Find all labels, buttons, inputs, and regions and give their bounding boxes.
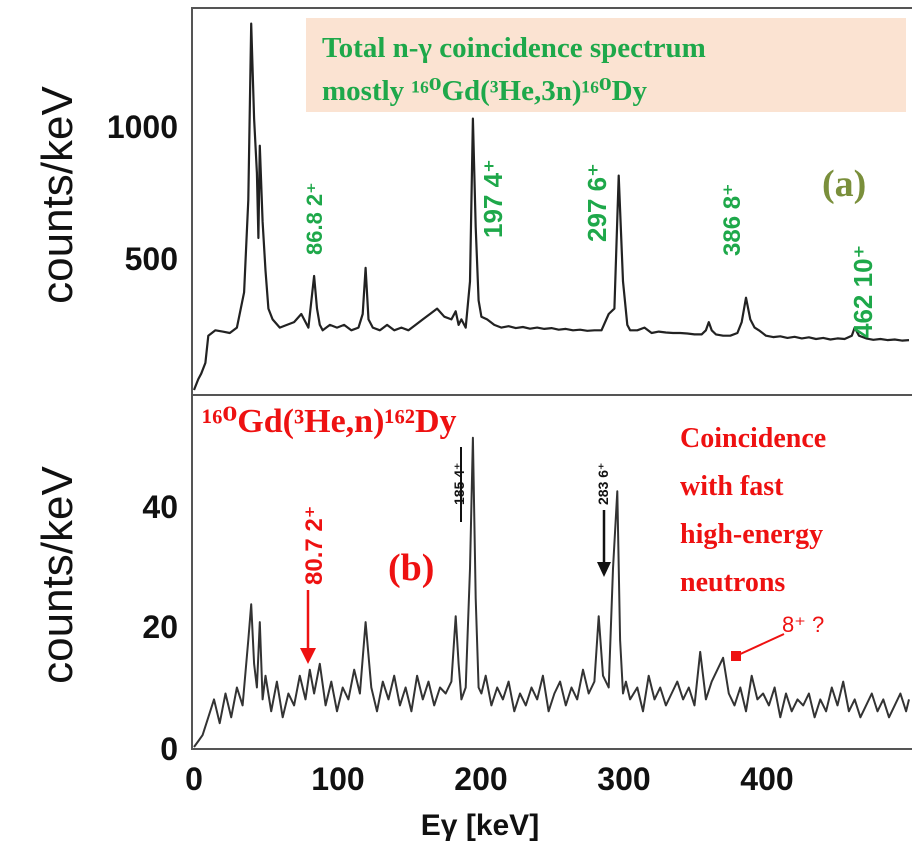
- panel-b-annotation-line-1: Coincidence: [680, 423, 826, 454]
- panel-b-annotation-line-3: high-energy: [680, 519, 823, 550]
- panel-b-y-tick-40: 40: [142, 489, 178, 525]
- panel-a-ylabel: counts/keV: [33, 86, 82, 304]
- peak-label-386: 386 8⁺: [719, 183, 746, 256]
- panel-b-spectrum-trace: [193, 436, 910, 748]
- panel-b-frame: [191, 394, 912, 750]
- panel-b-reaction-label: ¹⁶⁰Gd(³He,n)¹⁶²Dy: [202, 403, 457, 440]
- panel-a-label: (a): [822, 163, 866, 205]
- peak-8-plus-pointer-marker: [731, 651, 741, 661]
- x-tick-200: 200: [454, 761, 507, 797]
- peak-label-283: 283 6⁺: [595, 463, 611, 505]
- panel-b-y-tick-0: 0: [160, 731, 178, 767]
- x-tick-100: 100: [311, 761, 364, 797]
- panel-a-annotation-box: [306, 18, 906, 112]
- panel-a-y-tick-500: 500: [125, 241, 178, 277]
- peak-label-86-8: 86.8 2⁺: [302, 182, 327, 255]
- peak-8-plus-pointer-line: [735, 633, 785, 657]
- peak-label-8-plus: 8⁺ ?: [782, 612, 824, 637]
- panel-b-annotation-line-4: neutrons: [680, 567, 785, 598]
- peak-label-297: 297 6⁺: [582, 163, 612, 242]
- x-tick-300: 300: [597, 761, 650, 797]
- peak-283-arrow-head: [597, 562, 611, 577]
- peak-80-7-arrow-head: [300, 648, 316, 664]
- panel-b-annotation-line-2: with fast: [680, 471, 784, 502]
- panel-b-ylabel: counts/keV: [33, 466, 82, 684]
- peak-label-80-7: 80.7 2⁺: [301, 506, 328, 585]
- panel-b-label: (b): [388, 547, 434, 589]
- peak-label-185: 185 4⁺: [451, 463, 467, 505]
- panel-a-y-tick-1000: 1000: [107, 109, 178, 145]
- peak-label-197: 197 4⁺: [478, 159, 508, 238]
- x-tick-0: 0: [185, 761, 203, 797]
- panel-a-annotation-line-2: mostly ¹⁶⁰Gd(³He,3n)¹⁶⁰Dy: [322, 75, 648, 107]
- peak-label-462: 462 10⁺: [848, 245, 878, 338]
- x-axis-title: Eγ [keV]: [421, 809, 539, 841]
- panel-a-annotation-line-1: Total n-γ coincidence spectrum: [322, 32, 706, 64]
- x-tick-400: 400: [740, 761, 793, 797]
- panel-b-y-tick-20: 20: [142, 609, 178, 645]
- panel-a-spectrum-trace: [192, 22, 910, 391]
